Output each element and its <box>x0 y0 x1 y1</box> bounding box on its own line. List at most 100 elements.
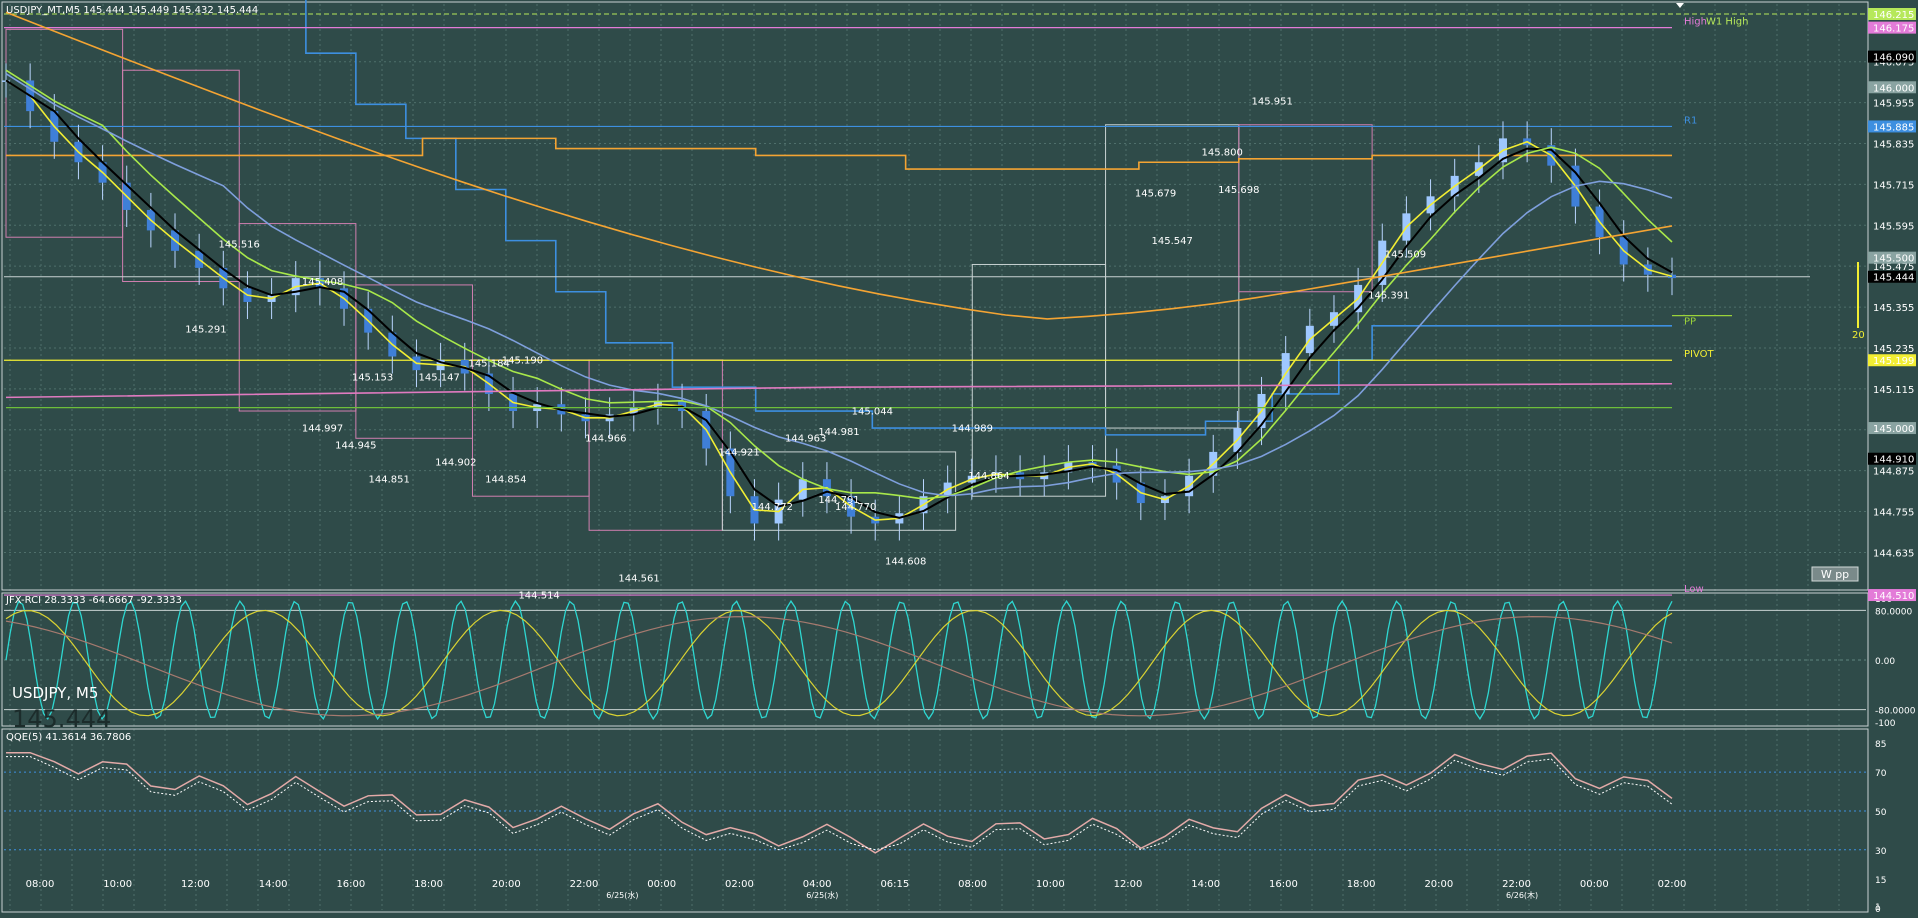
price-badge <box>1868 21 1916 34</box>
time-tick: 00:00 <box>1580 879 1609 890</box>
price-annotation: 145.184 <box>468 359 509 370</box>
price-badge-text: 146.000 <box>1873 83 1914 94</box>
wpp-tag[interactable] <box>1811 566 1859 582</box>
main-header: USDJPY_MT,M5 145.444 145.449 145.432 145… <box>6 5 258 16</box>
price-annotation: 144.514 <box>518 590 559 601</box>
price-annotation: 144.997 <box>302 423 343 434</box>
qqe-tick: 0 <box>1875 905 1881 915</box>
rci-header: JFX-RCI 28.3333 -64.6667 -92.3333 <box>5 595 182 606</box>
price-annotation: 145.291 <box>185 325 226 336</box>
price-tick: 145.715 <box>1873 180 1914 191</box>
price-badge <box>1868 354 1916 367</box>
qqe-tick: 30 <box>1875 847 1887 857</box>
qqe-indicator: 85 70 50 30 15 10 <box>4 740 1887 915</box>
pivot-label: Low <box>1684 584 1704 595</box>
time-tick: 22:00 <box>570 879 599 890</box>
time-tick: 00:00 <box>647 879 676 890</box>
price-badge <box>1868 589 1916 602</box>
price-badge-text: 146.175 <box>1873 24 1914 35</box>
time-tick: 10:00 <box>103 879 132 890</box>
rci-tick: -80.0000 <box>1875 707 1916 717</box>
price-badge <box>1868 81 1916 94</box>
price-annotation: 145.153 <box>352 372 393 383</box>
price-badge-text: 144.910 <box>1873 455 1914 466</box>
time-tick: 20:00 <box>492 879 521 890</box>
price-badge-text: 145.500 <box>1873 254 1914 265</box>
wpp-label: W pp <box>1821 568 1849 581</box>
price-annotation: 144.945 <box>335 441 376 452</box>
price-badge-text: 145.000 <box>1873 424 1914 435</box>
rci-tick: 80.0000 <box>1875 607 1912 617</box>
rci-slow <box>5 616 1673 717</box>
time-tick: 16:00 <box>336 879 365 890</box>
pivot-label: PIVOT <box>1684 349 1715 360</box>
price-annotation: 144.981 <box>818 427 859 438</box>
qqe-tick: 50 <box>1875 808 1887 818</box>
price-annotation: 145.951 <box>1251 96 1292 107</box>
time-tick: 20:00 <box>1424 879 1453 890</box>
price-annotation: 144.966 <box>585 434 626 445</box>
price-annotation: 144.854 <box>485 475 526 486</box>
date-label: 6/25(水) <box>806 890 838 900</box>
chart-shift-icon[interactable] <box>1676 3 1684 8</box>
time-axis: 08:00 10:00 12:00 14:00 16:00 18:00 20:00 22:00… <box>26 879 1687 900</box>
qqe-header: QQE(5) 41.3614 36.7806 <box>6 732 131 743</box>
price-badge <box>1868 8 1916 20</box>
time-tick: 04:00 <box>803 879 832 890</box>
qqe-tick: 85 <box>1875 740 1886 750</box>
side-marker-text: 20 <box>1852 330 1865 341</box>
price-annotation: 144.989 <box>952 423 993 434</box>
step-line-blue <box>305 0 1672 436</box>
step-lines <box>6 0 1672 436</box>
price-badge-text: 145.199 <box>1873 356 1914 367</box>
rci-mid <box>5 609 1673 717</box>
price-annotation: 145.800 <box>1202 147 1243 158</box>
price-annotation: 145.190 <box>502 355 543 366</box>
time-tick: 02:00 <box>1658 879 1687 890</box>
date-label: 6/25(水) <box>606 890 638 900</box>
price-badge-text: 145.885 <box>1873 122 1914 133</box>
price-tick: 145.475 <box>1873 262 1914 273</box>
price-annotation: 144.561 <box>618 573 659 584</box>
time-tick: 12:00 <box>1114 879 1143 890</box>
qqe-line <box>6 751 1673 854</box>
grid <box>4 4 1866 910</box>
price-annotation: 145.408 <box>302 277 343 288</box>
price-annotation: 144.864 <box>968 471 1009 482</box>
price-tick: 145.235 <box>1873 344 1914 355</box>
price-axis: 146.075 145.955 145.835 145.715 145.595 145.4… <box>1868 8 1916 602</box>
time-tick: 08:00 <box>958 879 987 890</box>
price-badge-text: 144.510 <box>1873 591 1914 602</box>
price-badge <box>1868 251 1916 264</box>
price-annotation: 145.547 <box>1152 236 1193 247</box>
price-annotation: 145.391 <box>1368 291 1409 302</box>
price-annotation: 144.791 <box>818 495 859 506</box>
pivot-label: PP <box>1684 317 1696 328</box>
ma-pink <box>5 382 1673 399</box>
time-tick: 06:15 <box>880 879 909 890</box>
price-badge-text: 145.444 <box>1873 273 1914 284</box>
range-box <box>122 69 240 283</box>
step-line-orange <box>6 137 1672 170</box>
symbol-label: USDJPY, M5 <box>12 684 98 702</box>
price-annotation: 145.147 <box>418 372 459 383</box>
rci-tick: 0.00 <box>1875 657 1895 667</box>
price-annotation: 144.963 <box>785 434 826 445</box>
time-tick: 14:00 <box>1191 879 1220 890</box>
big-price: 145.444 <box>12 705 111 733</box>
price-annotation: 144.851 <box>369 475 410 486</box>
price-annotation: 145.679 <box>1135 188 1176 199</box>
price-tick: 144.635 <box>1873 548 1914 559</box>
price-annotation: 145.509 <box>1385 250 1426 261</box>
ma-blue <box>5 72 1673 497</box>
time-tick: 18:00 <box>414 879 443 890</box>
pivot-label-secondary: W1 High <box>1706 17 1748 28</box>
price-tick: 144.875 <box>1873 467 1914 478</box>
price-annotation: 144.608 <box>885 556 926 567</box>
price-annotation: 144.770 <box>835 502 876 513</box>
pivot-label: High <box>1684 17 1707 28</box>
time-tick: 16:00 <box>1269 879 1298 890</box>
